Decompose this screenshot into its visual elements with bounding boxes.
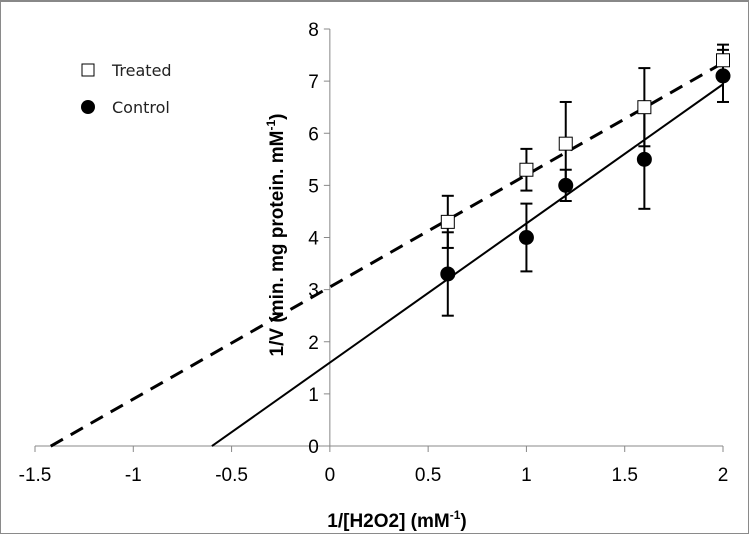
data-point-control [558, 177, 574, 193]
y-axis-title: 1/V (min. mg protein. mM-1) [264, 114, 288, 357]
data-markers [440, 53, 731, 282]
axes [34, 28, 724, 452]
fit-line-treated [49, 61, 724, 448]
data-point-treated [440, 214, 455, 229]
data-point-control [518, 230, 534, 245]
y-tick-label: 6 [308, 124, 319, 145]
data-point-control [715, 68, 731, 84]
x-tick-label: -0.5 [215, 465, 248, 486]
data-point-treated [716, 53, 730, 68]
fit-line-control [211, 83, 724, 447]
y-tick-label: 1 [308, 385, 319, 406]
y-tick-label: 5 [308, 176, 319, 197]
legend-label-control: Control [112, 98, 170, 117]
data-point-treated [637, 100, 652, 115]
y-tick-label: 8 [308, 20, 319, 41]
fit-lines [49, 61, 724, 448]
x-tick-label: 1 [521, 465, 532, 486]
legend: Treated Control [81, 61, 172, 117]
x-tick-label: 1.5 [612, 465, 638, 486]
legend-marker-control [81, 100, 95, 114]
tick-labels: -1.5 -1 -0.5 0 0.5 1 1.5 2 0 1 2 3 4 5 6 7 8 [19, 20, 729, 486]
data-point-treated [519, 162, 534, 177]
x-tick-label: -1 [125, 465, 142, 486]
y-tick-label: 4 [308, 229, 319, 250]
data-point-control [440, 266, 456, 282]
x-tick-label: 2 [718, 465, 729, 486]
y-tick-label: 3 [308, 281, 319, 302]
y-tick-label: 7 [308, 72, 319, 93]
x-tick-label: 0.5 [415, 465, 441, 486]
y-tick-label: 0 [308, 437, 319, 458]
legend-label-treated: Treated [111, 61, 172, 80]
x-tick-label: 0 [325, 465, 336, 486]
x-axis-title: 1/[H2O2] (mM-1) [327, 508, 466, 532]
y-tick-label: 2 [308, 333, 319, 354]
data-point-treated [558, 136, 573, 151]
error-bars [441, 43, 729, 317]
x-tick-label: -1.5 [19, 465, 52, 486]
data-point-control [636, 151, 652, 167]
legend-marker-treated [81, 63, 95, 77]
